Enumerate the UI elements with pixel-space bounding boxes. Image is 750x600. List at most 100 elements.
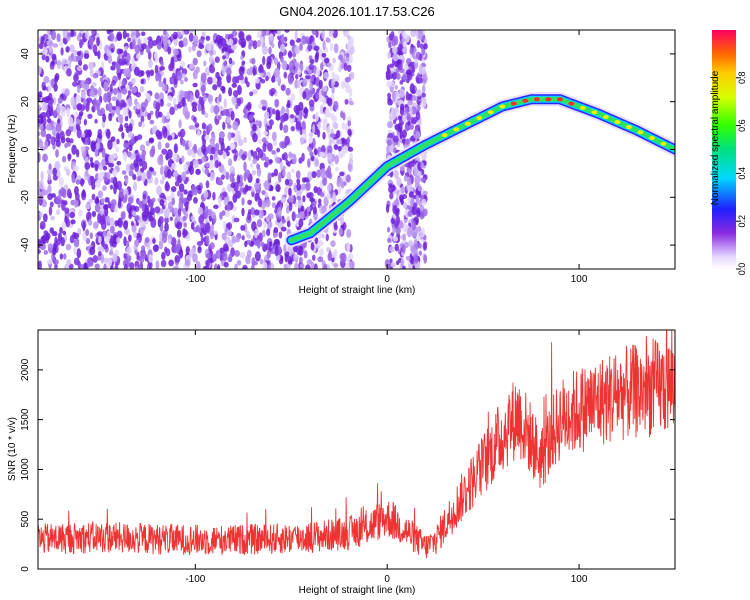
spectrogram-cell xyxy=(223,98,227,109)
spectrogram-cell xyxy=(46,117,52,124)
spectrogram-cell xyxy=(85,203,91,210)
spectrogram-cell xyxy=(256,218,263,228)
spectrogram-cell xyxy=(281,218,286,224)
spectrogram-y-ticks: -40 -20 0 20 40 xyxy=(20,48,675,252)
spectrogram-cell xyxy=(327,252,332,262)
spectrogram-cell xyxy=(57,97,63,104)
spectrogram-cell xyxy=(65,243,72,251)
spectrogram-cell xyxy=(397,30,402,35)
spectrogram-cell xyxy=(76,66,83,72)
spectrogram-cell xyxy=(405,255,411,261)
spectrogram-cell xyxy=(159,98,164,107)
spectrogram-cell xyxy=(346,34,351,40)
spectrogram-cell xyxy=(59,106,66,116)
spectrogram-cell xyxy=(399,165,405,172)
spectrogram-cell xyxy=(236,174,241,184)
spectrogram-cell xyxy=(79,104,86,112)
spectrogram-cell xyxy=(336,139,343,145)
spectrogram-cell xyxy=(326,97,333,107)
spectrogram-cell xyxy=(169,106,175,116)
spectrogram-cell xyxy=(75,192,80,201)
spectrogram-cell xyxy=(254,209,260,216)
spectrogram-cell xyxy=(166,195,172,202)
spectrogram-cell xyxy=(212,191,216,201)
spectrogram-cell xyxy=(252,123,257,132)
spectrogram-cell xyxy=(232,76,238,85)
spectrogram-cell xyxy=(212,253,217,262)
spectrogram-cell xyxy=(45,109,51,119)
spectrogram-cell xyxy=(257,148,264,159)
spectrogram-cell xyxy=(256,163,261,170)
spectrogram-cell xyxy=(329,133,336,138)
spectrogram-cell xyxy=(287,255,292,265)
spectrogram-cell xyxy=(347,146,354,152)
spectrogram-cell xyxy=(295,107,300,116)
spectrogram-cell xyxy=(308,99,315,107)
spectrogram-cell xyxy=(290,93,296,101)
spectrogram-cell xyxy=(252,133,258,143)
spectrogram-cell xyxy=(209,172,215,181)
spectrogram-cell xyxy=(324,57,330,64)
spectrogram-cell xyxy=(178,119,182,129)
spectrogram-cell xyxy=(86,257,92,268)
spectrogram-cell xyxy=(137,174,143,182)
spectrogram-cell xyxy=(308,191,314,199)
spectrogram-cell xyxy=(71,176,76,184)
spectrogram-cell xyxy=(405,69,412,76)
spectrogram-cell xyxy=(252,150,258,161)
spectrogram-cell xyxy=(38,65,42,75)
spectrogram-cell xyxy=(38,131,41,137)
spectrogram-cell xyxy=(200,72,207,83)
spectrogram-cell xyxy=(269,119,274,126)
spectrogram-cell xyxy=(49,201,54,208)
spectrogram-cell xyxy=(319,192,325,198)
spectrogram-cell xyxy=(392,204,398,215)
spectrogram-cell xyxy=(108,250,114,256)
spectrogram-cell xyxy=(94,118,98,124)
spectrogram-cell xyxy=(202,137,207,148)
spectrogram-cell xyxy=(404,241,409,249)
spectrogram-cell xyxy=(106,129,111,139)
spectrogram-cell xyxy=(56,195,62,204)
spectrogram-cell xyxy=(305,181,311,192)
spectrogram-cell xyxy=(177,190,181,197)
spectrogram-x-ticks: -100 0 100 xyxy=(185,30,588,285)
spectrogram-cell xyxy=(420,177,426,183)
spectrogram-cell xyxy=(59,253,64,260)
spectrogram-cell xyxy=(327,152,333,162)
spectrogram-cell xyxy=(189,63,195,70)
spectrogram-cell xyxy=(415,110,421,121)
spectrogram-cell xyxy=(258,30,262,36)
spectrogram-cell xyxy=(344,76,351,83)
spectrogram-xlabel: Height of straight line (km) xyxy=(299,285,416,296)
spectrogram-cell xyxy=(123,45,129,52)
spectrogram-cell xyxy=(284,135,290,146)
spectrogram-cell xyxy=(283,244,287,254)
spectrogram-cell xyxy=(197,206,204,215)
spectrogram-cell xyxy=(139,50,144,56)
spectrogram-cell xyxy=(50,60,55,66)
spectrogram-cell xyxy=(417,77,424,84)
spectrogram-cell xyxy=(165,142,170,149)
spectrogram-cell xyxy=(80,146,86,152)
spectrogram-cell xyxy=(133,231,138,238)
spectrogram-cell xyxy=(389,246,395,253)
spectrogram-cell xyxy=(318,79,323,90)
spectrogram-cell xyxy=(42,213,48,223)
spectrogram-cell xyxy=(55,122,62,133)
spectrogram-cell xyxy=(407,121,411,126)
spectrogram-cell xyxy=(80,177,84,187)
spectrogram-cell xyxy=(226,124,232,129)
spectrogram-cell xyxy=(184,110,190,120)
spectrogram-trace-peak xyxy=(499,104,506,109)
spectrogram-cell xyxy=(165,112,171,120)
spectrogram-cell xyxy=(136,170,142,177)
spectrogram-cell xyxy=(155,260,160,269)
spectrogram-cell xyxy=(204,205,209,216)
spectrogram-cell xyxy=(187,148,193,156)
spectrogram-cell xyxy=(346,42,351,52)
spectrogram-cell xyxy=(231,235,237,244)
spectrogram-cell xyxy=(47,193,53,201)
snr-ylabel: SNR (10 * v/v) xyxy=(7,417,18,481)
spectrogram-cell xyxy=(222,121,226,130)
